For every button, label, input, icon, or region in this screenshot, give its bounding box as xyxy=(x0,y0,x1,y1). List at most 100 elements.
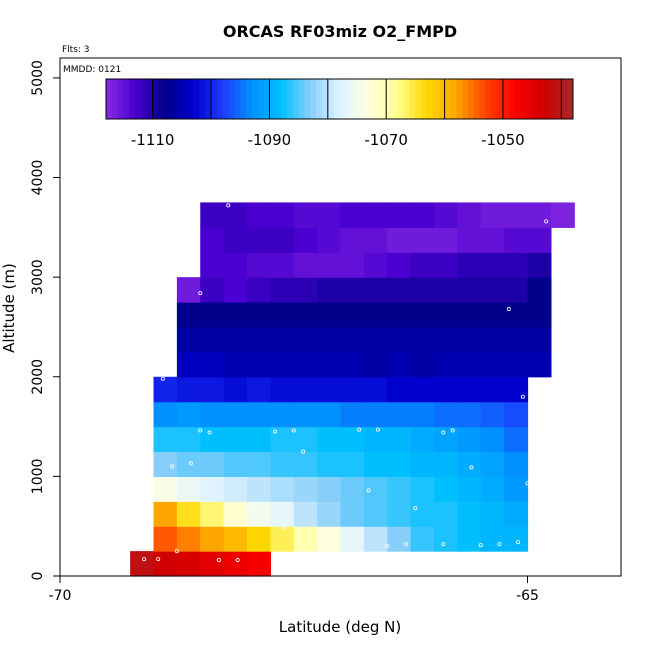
colorbar-swatch xyxy=(473,79,481,119)
heatmap-cell xyxy=(270,252,295,278)
heatmap-cell xyxy=(223,551,248,577)
heatmap-cell xyxy=(387,202,412,228)
colorbar-swatch xyxy=(298,79,305,119)
heatmap-cell xyxy=(247,401,271,428)
colorbar-swatch xyxy=(146,79,154,119)
colorbar-swatch xyxy=(567,79,574,119)
heatmap-cell xyxy=(480,326,505,353)
heatmap-cell xyxy=(153,551,178,577)
colorbar-swatch xyxy=(508,79,516,119)
heatmap-cell xyxy=(340,351,365,378)
heatmap-cell xyxy=(410,376,435,403)
sample-point xyxy=(174,549,179,554)
heatmap-cell xyxy=(363,326,388,353)
heatmap-cell xyxy=(457,202,482,228)
heatmap-cell xyxy=(504,476,529,502)
heatmap-cell xyxy=(270,501,295,527)
heatmap-cell xyxy=(457,451,482,477)
heatmap-cell xyxy=(434,426,458,453)
heatmap-cell xyxy=(434,351,458,378)
heatmap-cell xyxy=(363,401,388,428)
heatmap-cell xyxy=(247,252,271,278)
colorbar-swatch xyxy=(333,79,340,119)
heatmap-cell xyxy=(153,426,178,453)
colorbar-swatch xyxy=(304,79,311,119)
heatmap-cell xyxy=(387,351,412,378)
heatmap-cell xyxy=(340,476,365,502)
heatmap-cell xyxy=(317,351,342,378)
colorbar-swatch xyxy=(374,79,381,119)
heatmap-cell xyxy=(480,476,505,502)
colorbar-swatch xyxy=(152,79,160,119)
heatmap-cell xyxy=(550,202,575,228)
heatmap-cell xyxy=(317,277,342,303)
heatmap-cell xyxy=(130,551,155,577)
sample-point xyxy=(207,430,212,435)
colorbar-swatch xyxy=(292,79,300,119)
flights-annotation: Flts: 3 xyxy=(62,45,90,55)
sample-point xyxy=(273,429,278,434)
colorbar-frame xyxy=(105,78,574,120)
heatmap-cell xyxy=(434,227,458,253)
heatmap-cell xyxy=(410,302,435,328)
colorbar-swatch xyxy=(135,79,142,119)
heatmap-cell xyxy=(410,451,435,477)
colorbar-swatch xyxy=(485,79,492,119)
heatmap-cell xyxy=(527,351,552,378)
colorbar-swatch xyxy=(286,79,294,119)
heatmap-cell xyxy=(434,451,458,477)
heatmap-cell xyxy=(247,526,271,552)
heatmap-cell xyxy=(293,227,318,253)
colorbar-swatch xyxy=(345,79,352,119)
heatmap-cell xyxy=(480,227,505,253)
colorbar-swatch xyxy=(228,79,235,119)
heatmap-cell xyxy=(247,227,271,253)
heatmap-cell xyxy=(153,376,178,403)
colorbar-swatch xyxy=(141,79,148,119)
sample-point xyxy=(520,394,525,399)
sample-point xyxy=(450,428,455,433)
heatmap-cell xyxy=(340,202,365,228)
heatmap-cell xyxy=(340,376,365,403)
colorbar-tick-label: -1090 xyxy=(248,131,292,149)
heatmap-cell xyxy=(527,227,552,253)
heatmap-cell xyxy=(363,501,388,527)
y-tick-label: 3000 xyxy=(30,259,46,295)
heatmap-cell xyxy=(176,302,201,328)
heatmap-cell xyxy=(387,451,412,477)
heatmap-cell xyxy=(410,252,435,278)
heatmap-cell xyxy=(293,401,318,428)
heatmap-cell xyxy=(293,202,318,228)
y-tick-label: 0 xyxy=(30,572,46,581)
heatmap-cell xyxy=(434,302,458,328)
colorbar-swatch xyxy=(444,79,451,119)
heatmap-cell xyxy=(434,277,458,303)
heatmap-cell xyxy=(457,326,482,353)
heatmap-cell xyxy=(504,401,529,428)
heatmap-cell xyxy=(387,501,412,527)
heatmap-cell xyxy=(270,277,295,303)
colorbar-swatch xyxy=(176,79,183,119)
heatmap-cells xyxy=(130,202,575,577)
sample-point xyxy=(366,488,371,493)
heatmap-cell xyxy=(200,302,225,328)
sample-point xyxy=(469,465,474,470)
heatmap-cell xyxy=(270,451,295,477)
colorbar-swatch xyxy=(106,79,113,119)
colorbar: -1110 -1090 -1070 -1050 xyxy=(105,78,574,149)
y-tick-label: 5000 xyxy=(30,60,46,96)
colorbar-swatch xyxy=(467,79,475,119)
sample-point xyxy=(478,543,483,548)
heatmap-cell xyxy=(504,376,529,403)
heatmap-cell xyxy=(247,351,271,378)
colorbar-swatch xyxy=(316,79,323,119)
colorbar-swatch xyxy=(462,79,469,119)
heatmap-cell xyxy=(176,351,201,378)
colorbar-swatch xyxy=(537,79,545,119)
colorbar-swatch xyxy=(532,79,539,119)
y-axis-label: Altitude (m) xyxy=(0,263,18,353)
heatmap-cell xyxy=(176,277,201,303)
heatmap-cell xyxy=(200,351,225,378)
colorbar-swatch xyxy=(549,79,556,119)
x-tick-label: -70 xyxy=(49,588,72,604)
